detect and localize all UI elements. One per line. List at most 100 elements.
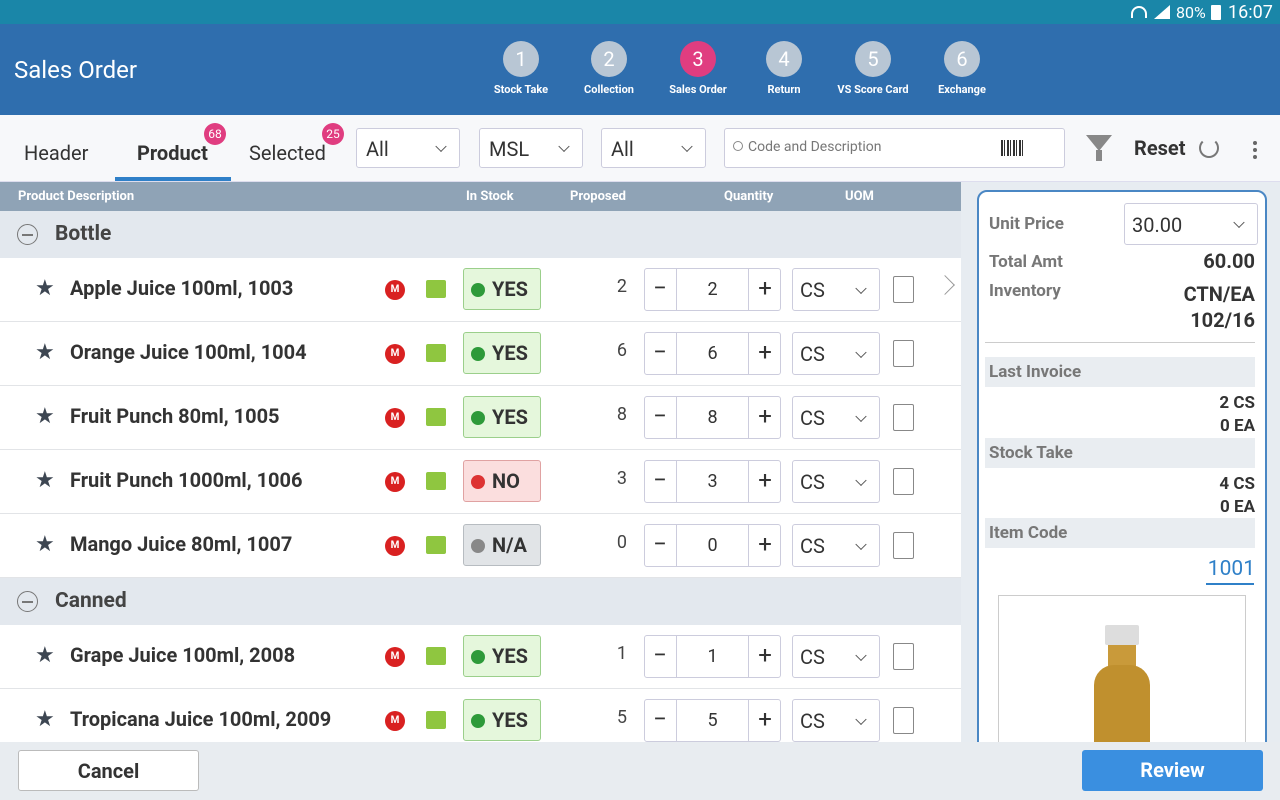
minus-button[interactable]: − bbox=[653, 338, 667, 366]
uom-dropdown[interactable]: CS bbox=[792, 268, 880, 311]
proposed-qty: 0 bbox=[616, 532, 627, 553]
copy-icon[interactable] bbox=[893, 532, 914, 559]
detail-label: Inventory bbox=[989, 281, 1061, 301]
copy-icon[interactable] bbox=[893, 707, 914, 734]
plus-button[interactable]: + bbox=[758, 338, 772, 366]
minus-button[interactable]: − bbox=[653, 641, 667, 669]
minus-button[interactable]: − bbox=[653, 274, 667, 302]
qty-stepper bbox=[644, 524, 781, 567]
qty-value[interactable]: 6 bbox=[676, 332, 749, 375]
uom-dropdown[interactable]: CS bbox=[792, 524, 880, 567]
msl-badge: M bbox=[385, 536, 405, 556]
copy-icon[interactable] bbox=[893, 404, 914, 431]
tab[interactable]: Product bbox=[137, 141, 208, 165]
copy-icon[interactable] bbox=[893, 276, 914, 303]
step-circle[interactable]: 3 bbox=[680, 41, 716, 77]
collapse-minus bbox=[22, 234, 33, 236]
promo-icon[interactable] bbox=[426, 647, 446, 665]
section-value: 4 CS bbox=[1219, 474, 1255, 494]
minus-button[interactable]: − bbox=[653, 705, 667, 733]
group-name: Canned bbox=[55, 589, 127, 613]
promo-icon[interactable] bbox=[426, 344, 446, 362]
detail-label: Unit Price bbox=[989, 214, 1064, 234]
reset-icon bbox=[1199, 138, 1219, 158]
favorite-star: ★ bbox=[35, 276, 55, 301]
promo-icon[interactable] bbox=[426, 280, 446, 298]
search-box[interactable] bbox=[724, 128, 1065, 168]
plus-button[interactable]: + bbox=[758, 705, 772, 733]
product-name: Orange Juice 100ml, 1004 bbox=[70, 340, 307, 364]
qty-value[interactable]: 5 bbox=[676, 699, 749, 742]
step-circle[interactable]: 6 bbox=[944, 41, 980, 77]
review-button[interactable]: Review bbox=[1082, 750, 1263, 791]
stock-status: YES bbox=[463, 396, 541, 438]
copy-icon[interactable] bbox=[893, 643, 914, 670]
proposed-qty: 5 bbox=[616, 707, 627, 728]
table-header bbox=[0, 182, 961, 211]
promo-icon[interactable] bbox=[426, 536, 446, 554]
msl-badge: M bbox=[385, 472, 405, 492]
uom-dropdown[interactable]: CS bbox=[792, 460, 880, 503]
stock-text: NO bbox=[492, 469, 520, 493]
qty-value[interactable]: 1 bbox=[676, 635, 749, 678]
qty-value[interactable]: 0 bbox=[676, 524, 749, 567]
column-header: UOM bbox=[845, 189, 874, 204]
section-label: Stock Take bbox=[989, 443, 1073, 463]
proposed-qty: 1 bbox=[616, 643, 627, 664]
promo-icon[interactable] bbox=[426, 408, 446, 426]
plus-button[interactable]: + bbox=[758, 402, 772, 430]
uom-dropdown[interactable]: CS bbox=[792, 635, 880, 678]
stock-text: YES bbox=[492, 405, 528, 429]
uom-dropdown[interactable]: CS bbox=[792, 699, 880, 742]
qty-value[interactable]: 8 bbox=[676, 396, 749, 439]
unit-price-dropdown[interactable]: 30.00 bbox=[1124, 203, 1258, 245]
uom-dropdown[interactable]: CS bbox=[792, 332, 880, 375]
qty-value[interactable]: 2 bbox=[676, 268, 749, 311]
section-value: 2 CS bbox=[1219, 393, 1255, 413]
proposed-qty: 6 bbox=[616, 340, 627, 361]
menu-dot[interactable] bbox=[1253, 148, 1257, 152]
plus-button[interactable]: + bbox=[758, 530, 772, 558]
qty-value[interactable]: 3 bbox=[676, 460, 749, 503]
copy-icon[interactable] bbox=[893, 468, 914, 495]
uom-dropdown[interactable]: CS bbox=[792, 396, 880, 439]
filter-dropdown[interactable]: MSL bbox=[479, 128, 583, 168]
minus-button[interactable]: − bbox=[653, 402, 667, 430]
status-icon bbox=[471, 475, 485, 489]
plus-button[interactable]: + bbox=[758, 274, 772, 302]
stock-text: YES bbox=[492, 708, 528, 732]
collapse-icon[interactable] bbox=[17, 224, 38, 245]
copy-icon[interactable] bbox=[893, 340, 914, 367]
step-circle[interactable]: 1 bbox=[503, 41, 539, 77]
tab[interactable]: Selected bbox=[249, 141, 326, 165]
promo-icon[interactable] bbox=[426, 472, 446, 490]
column-header: Proposed bbox=[570, 189, 626, 204]
group-name: Bottle bbox=[55, 222, 112, 246]
filter-dropdown[interactable]: All bbox=[601, 128, 706, 168]
collapse-icon[interactable] bbox=[17, 591, 38, 612]
minus-button[interactable]: − bbox=[653, 530, 667, 558]
cancel-button[interactable]: Cancel bbox=[18, 750, 199, 791]
tab[interactable]: Header bbox=[24, 141, 89, 165]
plus-button[interactable]: + bbox=[758, 466, 772, 494]
step-circle[interactable]: 2 bbox=[591, 41, 627, 77]
proposed-qty: 8 bbox=[616, 404, 627, 425]
menu-dot[interactable] bbox=[1253, 155, 1257, 159]
filter-dropdown[interactable]: All bbox=[356, 128, 460, 168]
stock-status: NO bbox=[463, 460, 541, 502]
filter-icon[interactable] bbox=[1086, 135, 1112, 151]
step-circle[interactable]: 5 bbox=[855, 41, 891, 77]
divider bbox=[985, 342, 1255, 343]
msl-badge: M bbox=[385, 711, 405, 731]
promo-icon[interactable] bbox=[426, 711, 446, 729]
product-name: Tropicana Juice 100ml, 2009 bbox=[70, 707, 332, 731]
proposed-qty: 3 bbox=[616, 468, 627, 489]
menu-dot[interactable] bbox=[1253, 141, 1257, 145]
plus-button[interactable]: + bbox=[758, 641, 772, 669]
step-circle[interactable]: 4 bbox=[766, 41, 802, 77]
reset-button[interactable]: Reset bbox=[1134, 136, 1186, 160]
item-code-link[interactable]: 1001 bbox=[1207, 557, 1255, 581]
minus-button[interactable]: − bbox=[653, 466, 667, 494]
group-row bbox=[0, 211, 961, 258]
